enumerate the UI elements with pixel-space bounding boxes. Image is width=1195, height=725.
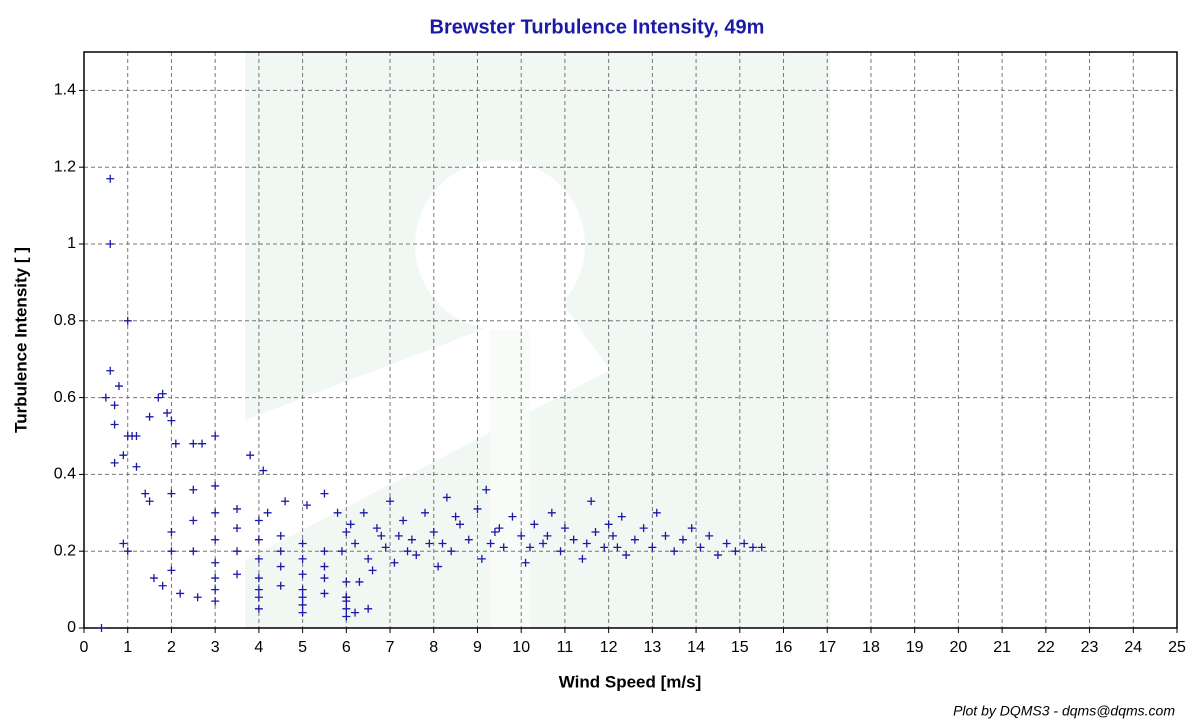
point — [211, 586, 219, 594]
chart: Brewster Turbulence Intensity, 49m Wind … — [0, 0, 1195, 725]
point — [111, 401, 119, 409]
point — [233, 505, 241, 513]
point — [211, 597, 219, 605]
point — [154, 394, 162, 402]
point — [132, 463, 140, 471]
point — [233, 570, 241, 578]
point — [106, 367, 114, 375]
point — [159, 390, 167, 398]
x-tick-label: 9 — [473, 639, 482, 656]
x-tick-label: 4 — [254, 639, 263, 656]
x-tick-label: 24 — [1124, 639, 1142, 656]
point — [167, 417, 175, 425]
chart-title: Brewster Turbulence Intensity, 49m — [430, 16, 765, 38]
point — [132, 432, 140, 440]
y-tick-label: 0 — [67, 619, 76, 636]
point — [189, 516, 197, 524]
x-tick-label: 13 — [643, 639, 661, 656]
x-tick-label: 17 — [818, 639, 836, 656]
point — [176, 589, 184, 597]
x-tick-label: 15 — [731, 639, 749, 656]
x-tick-label: 0 — [80, 639, 89, 656]
point — [146, 413, 154, 421]
point — [233, 547, 241, 555]
point — [211, 574, 219, 582]
watermark — [245, 52, 830, 628]
y-tick-label: 1.2 — [54, 158, 76, 175]
point — [119, 540, 127, 548]
point — [141, 490, 149, 498]
point — [211, 482, 219, 490]
x-tick-label: 18 — [862, 639, 880, 656]
point — [115, 382, 123, 390]
point — [189, 440, 197, 448]
x-tick-label: 23 — [1081, 639, 1099, 656]
point — [159, 582, 167, 590]
point — [163, 409, 171, 417]
y-tick-label: 0.2 — [54, 542, 76, 559]
x-tick-label: 14 — [687, 639, 705, 656]
y-tick-label: 1 — [67, 235, 76, 252]
point — [211, 559, 219, 567]
point — [124, 317, 132, 325]
x-tick-label: 11 — [557, 639, 574, 656]
y-axis-label: Turbulence Intensity [ ] — [11, 247, 30, 433]
x-axis-label: Wind Speed [m/s] — [559, 672, 701, 691]
point — [124, 547, 132, 555]
x-tick-label: 7 — [386, 639, 395, 656]
point — [194, 593, 202, 601]
x-tick-label: 20 — [950, 639, 968, 656]
x-tick-label: 21 — [993, 639, 1011, 656]
point — [146, 497, 154, 505]
point — [167, 490, 175, 498]
x-tick-label: 6 — [342, 639, 351, 656]
watermark-tower — [490, 330, 530, 628]
y-tick-label: 0.8 — [54, 312, 76, 329]
x-tick-label: 8 — [429, 639, 438, 656]
point — [167, 528, 175, 536]
point — [211, 509, 219, 517]
y-tick-label: 0.6 — [54, 389, 76, 406]
x-tick-label: 10 — [512, 639, 530, 656]
point — [172, 440, 180, 448]
point — [211, 432, 219, 440]
point — [233, 524, 241, 532]
point — [211, 536, 219, 544]
y-tick-label: 0.4 — [54, 466, 76, 483]
y-tick-label: 1.4 — [54, 82, 76, 99]
x-tick-label: 2 — [167, 639, 176, 656]
point — [167, 547, 175, 555]
x-tick-label: 22 — [1037, 639, 1055, 656]
x-tick-label: 12 — [600, 639, 618, 656]
x-tick-label: 25 — [1168, 639, 1186, 656]
point — [111, 420, 119, 428]
point — [119, 451, 127, 459]
point — [106, 240, 114, 248]
point — [106, 175, 114, 183]
point — [198, 440, 206, 448]
point — [102, 394, 110, 402]
x-tick-label: 19 — [906, 639, 924, 656]
x-tick-label: 16 — [775, 639, 793, 656]
point — [189, 486, 197, 494]
point — [167, 566, 175, 574]
point — [150, 574, 158, 582]
point — [111, 459, 119, 467]
x-tick-label: 3 — [211, 639, 220, 656]
x-tick-label: 1 — [123, 639, 132, 656]
x-tick-label: 5 — [298, 639, 307, 656]
point — [189, 547, 197, 555]
point — [97, 624, 105, 632]
footer: Plot by DQMS3 - dqms@dqms.com — [953, 703, 1175, 719]
